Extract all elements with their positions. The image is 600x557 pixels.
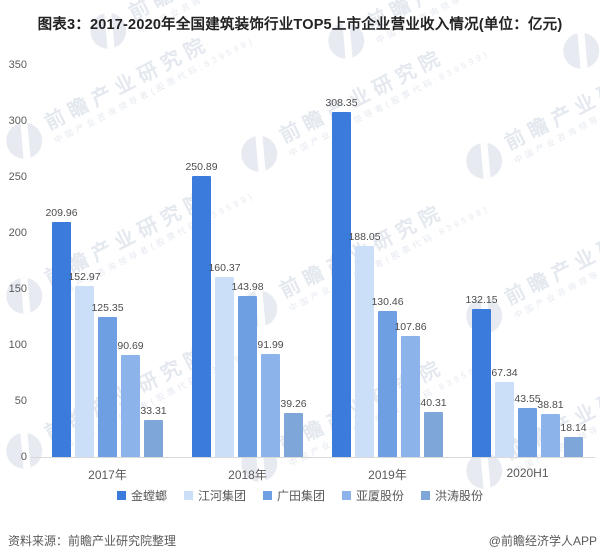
bar-slot: 38.81	[537, 399, 564, 457]
bar-slot: 152.97	[68, 271, 101, 457]
bar-金螳螂	[52, 221, 71, 457]
bar-value-label: 188.05	[348, 231, 381, 244]
legend-swatch-icon	[421, 491, 431, 500]
bar-slot: 39.26	[280, 398, 307, 457]
bar-江河集团	[75, 285, 94, 457]
bar-金螳螂	[472, 309, 491, 457]
bar-value-label: 67.34	[491, 366, 518, 379]
bar-value-label: 160.37	[208, 262, 241, 275]
y-axis-tick-label: 150	[8, 283, 27, 295]
bar-value-label: 43.55	[514, 393, 541, 406]
bar-slot: 250.89	[185, 161, 218, 457]
bar-亚厦股份	[541, 413, 560, 457]
y-axis-tick-label: 100	[8, 339, 27, 351]
bar-洪涛股份	[284, 413, 303, 457]
bar-group: 308.35 188.05 130.46 107.86 40.31	[325, 97, 447, 457]
y-axis-tick-label: 350	[8, 59, 27, 71]
source-text: 资料来源：前瞻产业研究院整理	[8, 534, 177, 548]
legend-swatch-icon	[116, 491, 126, 500]
bar-slot: 132.15	[465, 294, 498, 457]
bar-value-label: 209.96	[45, 206, 78, 219]
legend-label: 洪涛股份	[435, 489, 484, 503]
bar-value-label: 107.86	[394, 321, 427, 334]
bar-广田集团	[238, 295, 257, 457]
bar-value-label: 40.31	[420, 396, 447, 409]
bar-slot: 130.46	[371, 296, 404, 457]
bar-value-label: 130.46	[371, 295, 404, 308]
x-axis-label: 2020H1	[506, 466, 549, 480]
legend-swatch-icon	[342, 491, 351, 500]
bar-江河集团	[495, 381, 514, 457]
bar-江河集团	[355, 246, 374, 457]
bar-value-label: 91.99	[257, 338, 284, 351]
y-axis-tick-label: 300	[8, 115, 27, 127]
legend-label: 江河集团	[197, 489, 246, 503]
bar-洪涛股份	[564, 436, 583, 457]
bar-value-label: 39.26	[280, 398, 307, 411]
bar-slot: 43.55	[514, 393, 541, 457]
y-axis-tick-label: 0	[20, 451, 27, 463]
legend-label: 金螳螂	[130, 489, 167, 503]
bar-group: 132.15 67.34 43.55 38.81 18.14	[465, 294, 587, 457]
legend-item: 亚厦股份	[342, 487, 404, 504]
bar-slot: 125.35	[91, 302, 124, 457]
bar-value-label: 38.81	[537, 398, 564, 411]
bar-slot: 160.37	[208, 262, 241, 457]
bar-value-label: 143.98	[231, 280, 264, 293]
x-axis-label: 2017年	[88, 468, 127, 482]
bar-slot: 33.31	[140, 405, 167, 457]
legend-swatch-icon	[183, 491, 193, 500]
credit-text: @前瞻经济学人APP	[488, 534, 597, 548]
chart-title: 图表3：2017-2020年全国建筑装饰行业TOP5上市企业营业收入情况(单位：…	[37, 17, 563, 33]
bar-slot: 18.14	[560, 422, 587, 457]
legend-item: 金螳螂	[116, 487, 167, 504]
bar-slot: 91.99	[257, 339, 284, 457]
bar-value-label: 90.69	[117, 340, 144, 353]
y-axis-tick-label: 250	[8, 171, 27, 183]
bar-slot: 143.98	[231, 281, 264, 457]
bar-group: 250.89 160.37 143.98 91.99 39.26	[185, 161, 307, 457]
bar-value-label: 250.89	[185, 161, 218, 174]
legend-item: 洪涛股份	[421, 487, 483, 504]
bar-洪涛股份	[424, 411, 443, 457]
bar-广田集团	[518, 408, 537, 457]
bar-slot: 40.31	[420, 397, 447, 457]
bar-金螳螂	[332, 111, 351, 457]
y-axis-tick-label: 200	[8, 227, 27, 239]
bar-亚厦股份	[121, 355, 140, 457]
legend: 金螳螂 江河集团 广田集团 亚厦股份 洪涛股份	[0, 487, 600, 504]
legend-swatch-icon	[262, 491, 272, 500]
y-axis-tick-label: 50	[14, 395, 27, 407]
x-axis-label: 2018年	[228, 468, 267, 482]
bar-slot: 308.35	[325, 97, 358, 457]
bar-value-label: 132.15	[465, 294, 498, 306]
bar-江河集团	[215, 277, 234, 457]
bar-value-label: 152.97	[68, 270, 101, 283]
bar-slot: 90.69	[117, 340, 144, 457]
bar-slot: 107.86	[394, 321, 427, 457]
legend-label: 亚厦股份	[356, 489, 405, 503]
bar-value-label: 18.14	[560, 421, 587, 434]
bar-洪涛股份	[144, 419, 163, 457]
bar-group: 209.96 152.97 125.35 90.69 33.31	[45, 207, 167, 457]
x-axis-label: 2019年	[368, 468, 407, 482]
legend-item: 江河集团	[183, 487, 246, 504]
x-axis-line	[30, 457, 595, 458]
bar-value-label: 33.31	[140, 404, 167, 417]
bar-金螳螂	[192, 176, 211, 457]
bar-亚厦股份	[261, 353, 280, 457]
bar-广田集团	[98, 316, 117, 457]
bar-slot: 209.96	[45, 207, 78, 457]
legend-label: 广田集团	[276, 489, 325, 503]
bar-亚厦股份	[401, 336, 420, 457]
bar-广田集团	[378, 310, 397, 457]
bar-value-label: 308.35	[325, 96, 358, 109]
legend-item: 广田集团	[262, 487, 325, 504]
bar-slot: 67.34	[491, 367, 518, 457]
bar-value-label: 125.35	[91, 301, 124, 314]
bar-slot: 188.05	[348, 231, 381, 457]
